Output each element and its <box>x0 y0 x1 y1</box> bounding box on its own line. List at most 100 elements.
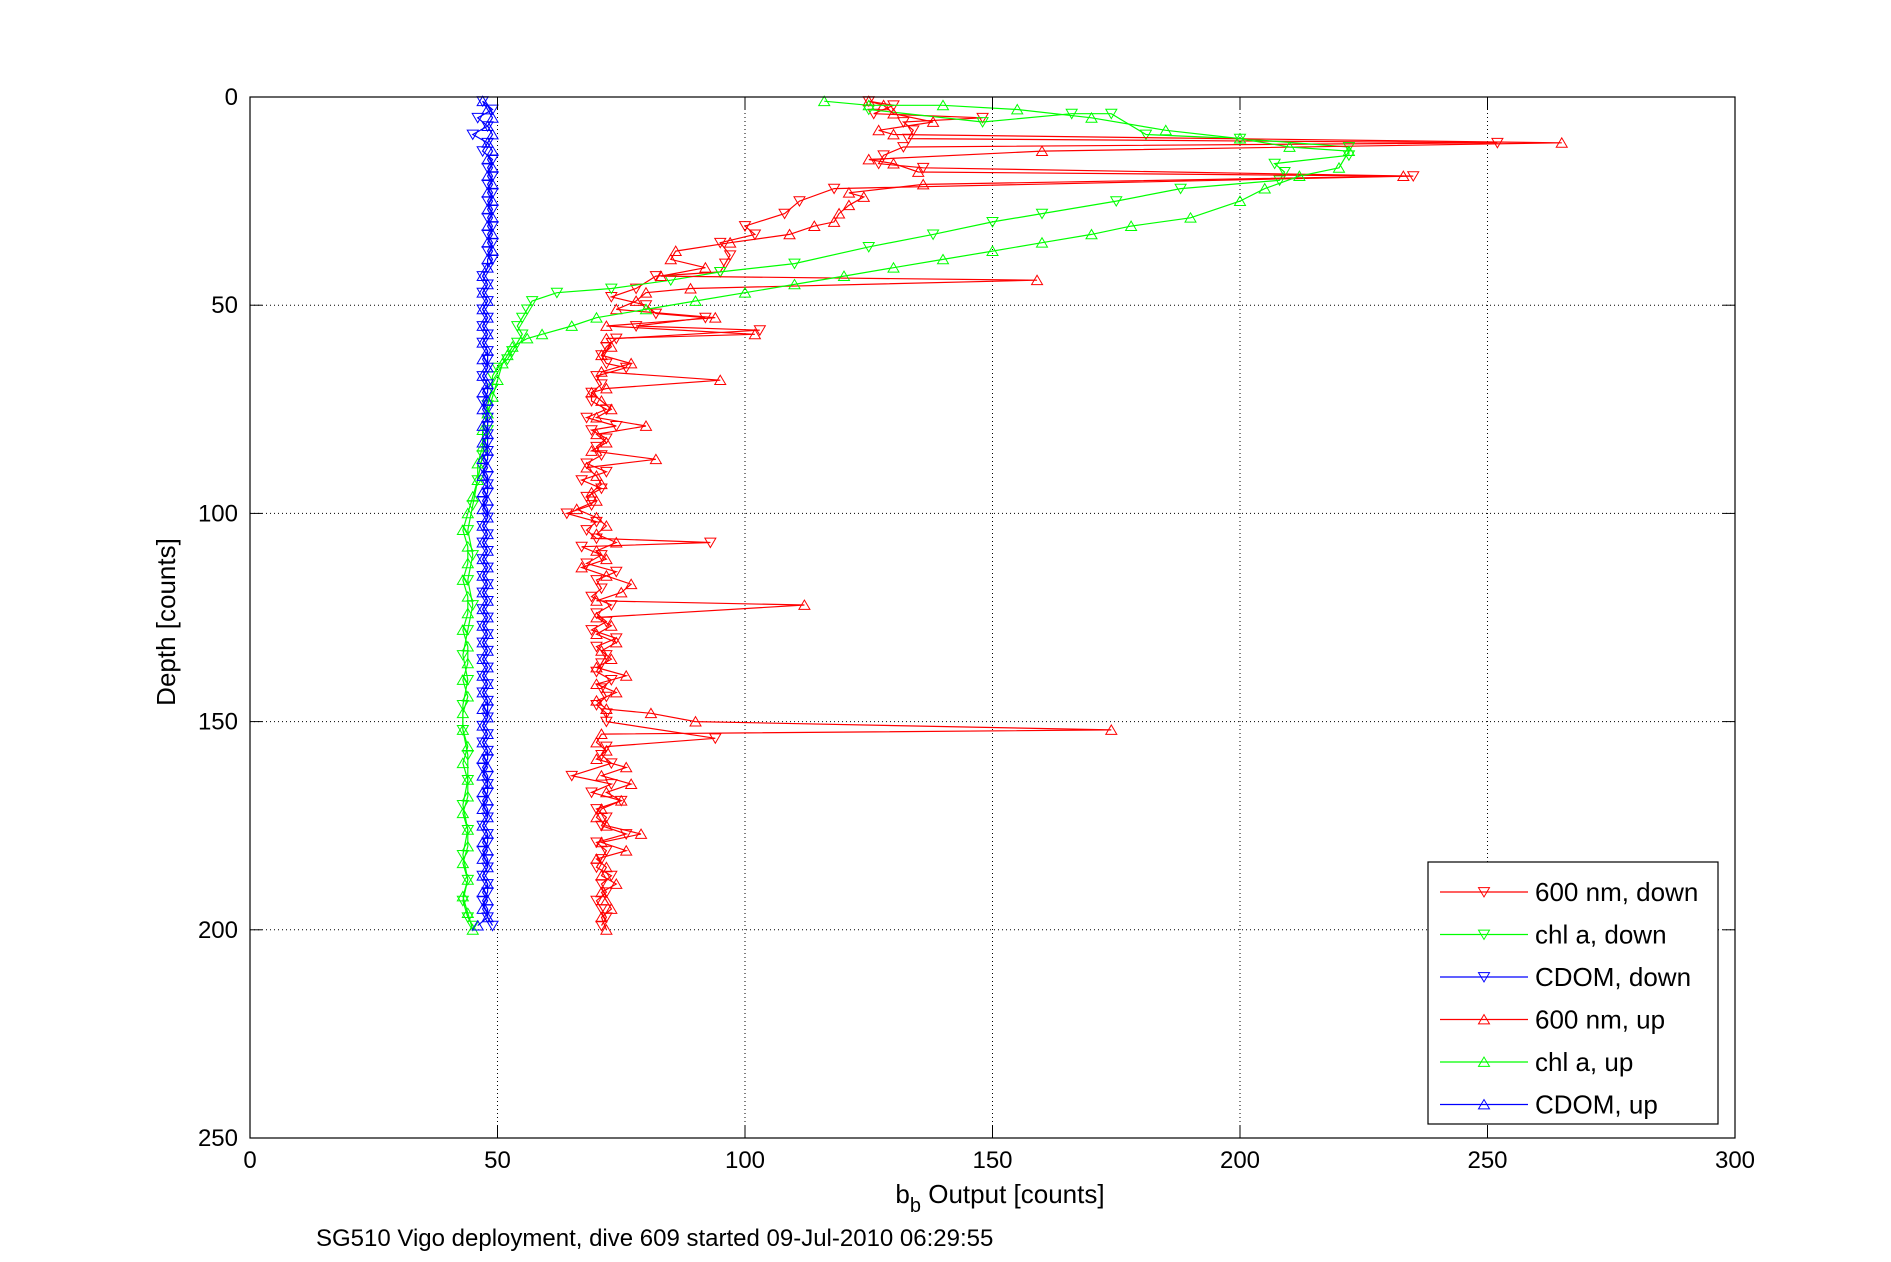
legend-item: 600 nm, up <box>1440 1005 1665 1035</box>
data-point-marker <box>481 261 494 273</box>
legend-item: CDOM, up <box>1440 1090 1658 1120</box>
data-point-marker <box>481 445 494 456</box>
data-point-marker <box>461 575 475 586</box>
data-point-marker <box>708 311 722 323</box>
data-point-marker <box>590 611 603 623</box>
data-point-marker <box>580 461 593 473</box>
data-point-marker <box>481 644 494 656</box>
data-point-marker <box>590 641 603 653</box>
data-point-marker <box>481 561 494 573</box>
data-point-marker <box>1555 136 1569 148</box>
data-point-marker <box>600 894 613 906</box>
data-point-marker <box>476 786 490 798</box>
data-point-marker <box>778 208 791 220</box>
legend-items: 600 nm, down chl a, down CDOM, down 600 nm,… <box>1440 877 1698 1120</box>
data-point-marker <box>476 853 490 864</box>
data-point-marker <box>486 145 499 157</box>
data-point-marker <box>590 494 603 506</box>
data-point-marker <box>461 657 475 669</box>
data-point-marker <box>461 640 475 652</box>
data-point-marker <box>1184 211 1197 223</box>
y-tick-label: 200 <box>198 917 238 944</box>
data-point-marker <box>1035 208 1049 220</box>
data-point-marker <box>476 903 490 914</box>
x-axis-label: bb Output [counts] <box>895 1179 1104 1217</box>
data-point-marker <box>926 116 940 127</box>
legend-marker <box>1477 1098 1491 1110</box>
data-point-marker <box>590 678 603 690</box>
data-point-marker <box>486 104 499 116</box>
data-point-marker <box>481 153 494 165</box>
data-point-marker <box>565 770 579 782</box>
data-point-marker <box>481 544 494 556</box>
data-point-marker <box>585 787 598 799</box>
data-point-marker <box>476 320 490 331</box>
data-point-marker <box>595 854 608 865</box>
data-point-marker <box>1139 129 1153 141</box>
data-point-marker <box>481 794 494 806</box>
data-point-marker <box>669 245 683 256</box>
data-point-marker <box>713 237 727 249</box>
data-point-marker <box>476 370 490 381</box>
data-point-marker <box>936 99 950 111</box>
data-point-marker <box>600 716 613 728</box>
legend-item: CDOM, down <box>1440 962 1691 992</box>
data-point-marker <box>461 790 475 802</box>
data-point-marker <box>609 878 623 889</box>
data-point-marker <box>595 395 608 406</box>
data-point-marker <box>575 541 589 553</box>
data-point-marker <box>916 178 930 190</box>
data-point-marker <box>476 686 490 698</box>
data-point-marker <box>476 769 490 781</box>
data-point-marker <box>476 95 490 107</box>
axis-ticks <box>249 96 1736 1139</box>
data-point-marker <box>481 120 494 132</box>
data-point-marker <box>456 890 470 902</box>
data-point-marker <box>476 703 490 715</box>
data-point-marker <box>585 445 598 456</box>
data-point-marker <box>481 694 494 706</box>
data-point-marker <box>476 453 490 465</box>
data-point-marker <box>629 295 643 306</box>
data-point-marker <box>466 920 480 932</box>
data-point-marker <box>595 803 608 814</box>
data-point-marker <box>1273 175 1286 187</box>
data-point-marker <box>624 357 638 369</box>
data-point-marker <box>501 349 514 361</box>
data-point-marker <box>481 395 494 406</box>
data-point-marker <box>476 336 490 348</box>
data-point-marker <box>604 779 618 790</box>
data-point-marker <box>481 345 494 356</box>
data-point-marker <box>575 475 589 487</box>
data-point-marker <box>827 215 841 227</box>
data-point-marker <box>1278 167 1291 178</box>
data-point-marker <box>609 303 623 315</box>
data-point-marker <box>609 566 623 578</box>
data-point-marker <box>481 761 494 773</box>
data-point-marker <box>595 886 608 898</box>
data-point-marker <box>481 611 494 623</box>
data-point-marker <box>491 374 504 386</box>
data-point-marker <box>481 136 494 148</box>
data-point-marker <box>639 303 653 315</box>
legend-marker <box>1477 1013 1491 1025</box>
data-point-marker <box>1035 236 1049 248</box>
data-point-marker <box>590 411 603 423</box>
data-point-marker <box>842 199 856 211</box>
data-point-marker <box>738 221 752 233</box>
data-point-marker <box>476 836 490 848</box>
data-point-marker <box>649 308 663 320</box>
data-point-marker <box>481 728 494 739</box>
data-point-marker <box>476 553 490 565</box>
data-point-marker <box>565 320 579 331</box>
plot-series <box>456 95 1569 935</box>
data-point-marker <box>590 608 603 620</box>
data-point-marker <box>689 715 702 727</box>
data-point-marker <box>486 111 499 123</box>
data-point-marker <box>481 528 494 540</box>
data-point-marker <box>897 142 910 153</box>
data-point-marker <box>619 844 633 856</box>
data-point-marker <box>486 390 499 402</box>
data-point-marker <box>1085 228 1098 240</box>
data-point-marker <box>862 242 876 253</box>
